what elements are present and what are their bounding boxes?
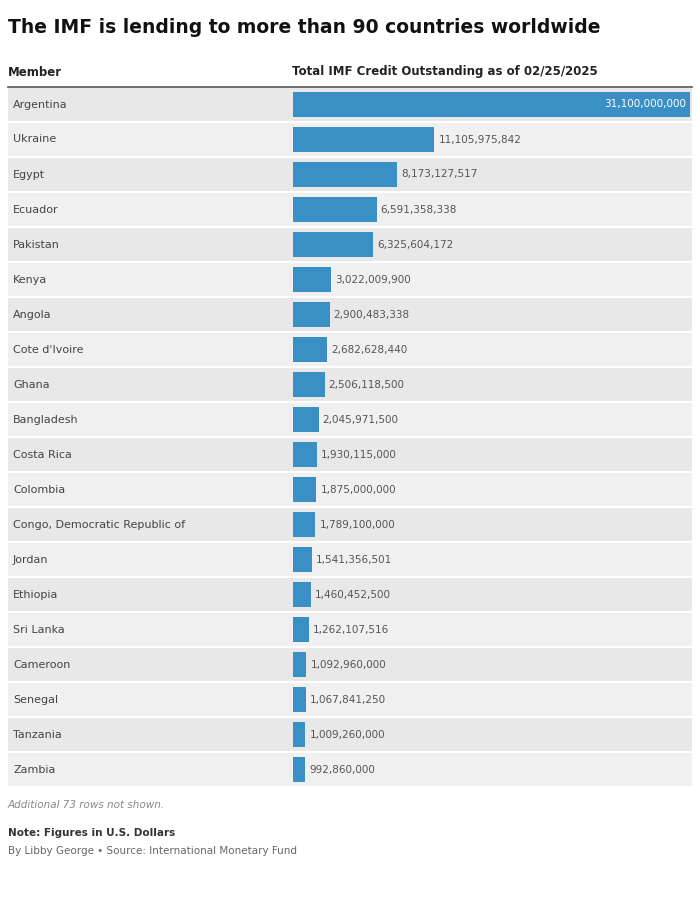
Bar (293, 617, 309, 642)
Text: Congo, Democratic Republic of: Congo, Democratic Republic of (13, 519, 185, 529)
Text: Cote d'Ivoire: Cote d'Ivoire (13, 345, 83, 355)
Text: Sri Lanka: Sri Lanka (13, 624, 64, 634)
Text: 1,009,260,000: 1,009,260,000 (309, 729, 385, 739)
Bar (8, 578, 692, 611)
Text: Ecuador: Ecuador (13, 205, 59, 214)
Text: Zambia: Zambia (13, 765, 55, 775)
Text: 3,022,009,900: 3,022,009,900 (335, 274, 411, 284)
Bar (8, 263, 692, 296)
Text: Cameroon: Cameroon (13, 660, 71, 670)
Bar (293, 407, 318, 432)
Text: 2,045,971,500: 2,045,971,500 (323, 414, 399, 424)
Bar (8, 543, 692, 576)
Bar (8, 508, 692, 541)
Text: Jordan: Jordan (13, 555, 48, 565)
Bar (8, 718, 692, 751)
Text: Kenya: Kenya (13, 274, 48, 284)
Bar (293, 442, 317, 467)
Text: Note: Figures in U.S. Dollars: Note: Figures in U.S. Dollars (8, 828, 175, 838)
Text: Colombia: Colombia (13, 484, 65, 494)
Text: The IMF is lending to more than 90 countries worldwide: The IMF is lending to more than 90 count… (8, 18, 601, 37)
Bar (8, 473, 692, 506)
Bar (8, 193, 692, 226)
Text: 1,092,960,000: 1,092,960,000 (311, 660, 386, 670)
Bar (8, 438, 692, 471)
Bar (8, 158, 692, 191)
Text: 1,067,841,250: 1,067,841,250 (310, 694, 386, 704)
Bar (293, 337, 327, 362)
Text: Additional 73 rows not shown.: Additional 73 rows not shown. (8, 800, 165, 810)
Text: Ukraine: Ukraine (13, 135, 56, 145)
Bar (8, 403, 692, 436)
Bar (293, 302, 330, 327)
Text: 1,541,356,501: 1,541,356,501 (316, 555, 393, 565)
Bar (293, 582, 312, 607)
Text: Total IMF Credit Outstanding as of 02/25/2025: Total IMF Credit Outstanding as of 02/25… (293, 65, 598, 79)
Text: 2,900,483,338: 2,900,483,338 (334, 310, 410, 319)
Text: Argentina: Argentina (13, 100, 68, 110)
Bar (293, 372, 325, 397)
Bar (293, 687, 306, 712)
Text: Angola: Angola (13, 310, 52, 319)
Bar (293, 512, 316, 537)
Text: 992,860,000: 992,860,000 (309, 765, 375, 775)
Text: Member: Member (8, 65, 62, 79)
Text: 31,100,000,000: 31,100,000,000 (604, 100, 686, 110)
Text: Senegal: Senegal (13, 694, 58, 704)
Text: 1,930,115,000: 1,930,115,000 (321, 450, 397, 460)
Text: 8,173,127,517: 8,173,127,517 (401, 169, 477, 179)
Text: 1,460,452,500: 1,460,452,500 (315, 589, 391, 599)
Bar (8, 753, 692, 786)
Bar (8, 298, 692, 331)
Bar (8, 123, 692, 156)
Text: 1,789,100,000: 1,789,100,000 (319, 519, 395, 529)
Text: Tanzania: Tanzania (13, 729, 62, 739)
Text: 6,591,358,338: 6,591,358,338 (381, 205, 457, 214)
Text: Ghana: Ghana (13, 379, 50, 389)
Bar (293, 547, 312, 572)
Text: Costa Rica: Costa Rica (13, 450, 72, 460)
Bar (293, 127, 435, 152)
Text: 2,682,628,440: 2,682,628,440 (331, 345, 407, 355)
Bar (293, 92, 690, 117)
Bar (8, 228, 692, 261)
Bar (8, 683, 692, 716)
Bar (8, 648, 692, 681)
Bar (293, 162, 397, 187)
Text: Pakistan: Pakistan (13, 240, 60, 250)
Bar (293, 757, 305, 782)
Text: By Libby George • Source: International Monetary Fund: By Libby George • Source: International … (8, 846, 297, 856)
Text: 1,262,107,516: 1,262,107,516 (313, 624, 389, 634)
Bar (8, 88, 692, 121)
Bar (293, 477, 316, 502)
Bar (8, 613, 692, 646)
Text: 2,506,118,500: 2,506,118,500 (328, 379, 405, 389)
Bar (8, 368, 692, 401)
Bar (293, 722, 305, 747)
Text: Egypt: Egypt (13, 169, 45, 179)
Text: 1,875,000,000: 1,875,000,000 (321, 484, 396, 494)
Bar (293, 232, 373, 257)
Bar (293, 197, 377, 222)
Text: Ethiopia: Ethiopia (13, 589, 58, 599)
Bar (8, 333, 692, 366)
Bar (293, 267, 331, 292)
Text: 11,105,975,842: 11,105,975,842 (438, 135, 522, 145)
Bar (293, 652, 307, 677)
Text: Bangladesh: Bangladesh (13, 414, 78, 424)
Text: 6,325,604,172: 6,325,604,172 (377, 240, 454, 250)
